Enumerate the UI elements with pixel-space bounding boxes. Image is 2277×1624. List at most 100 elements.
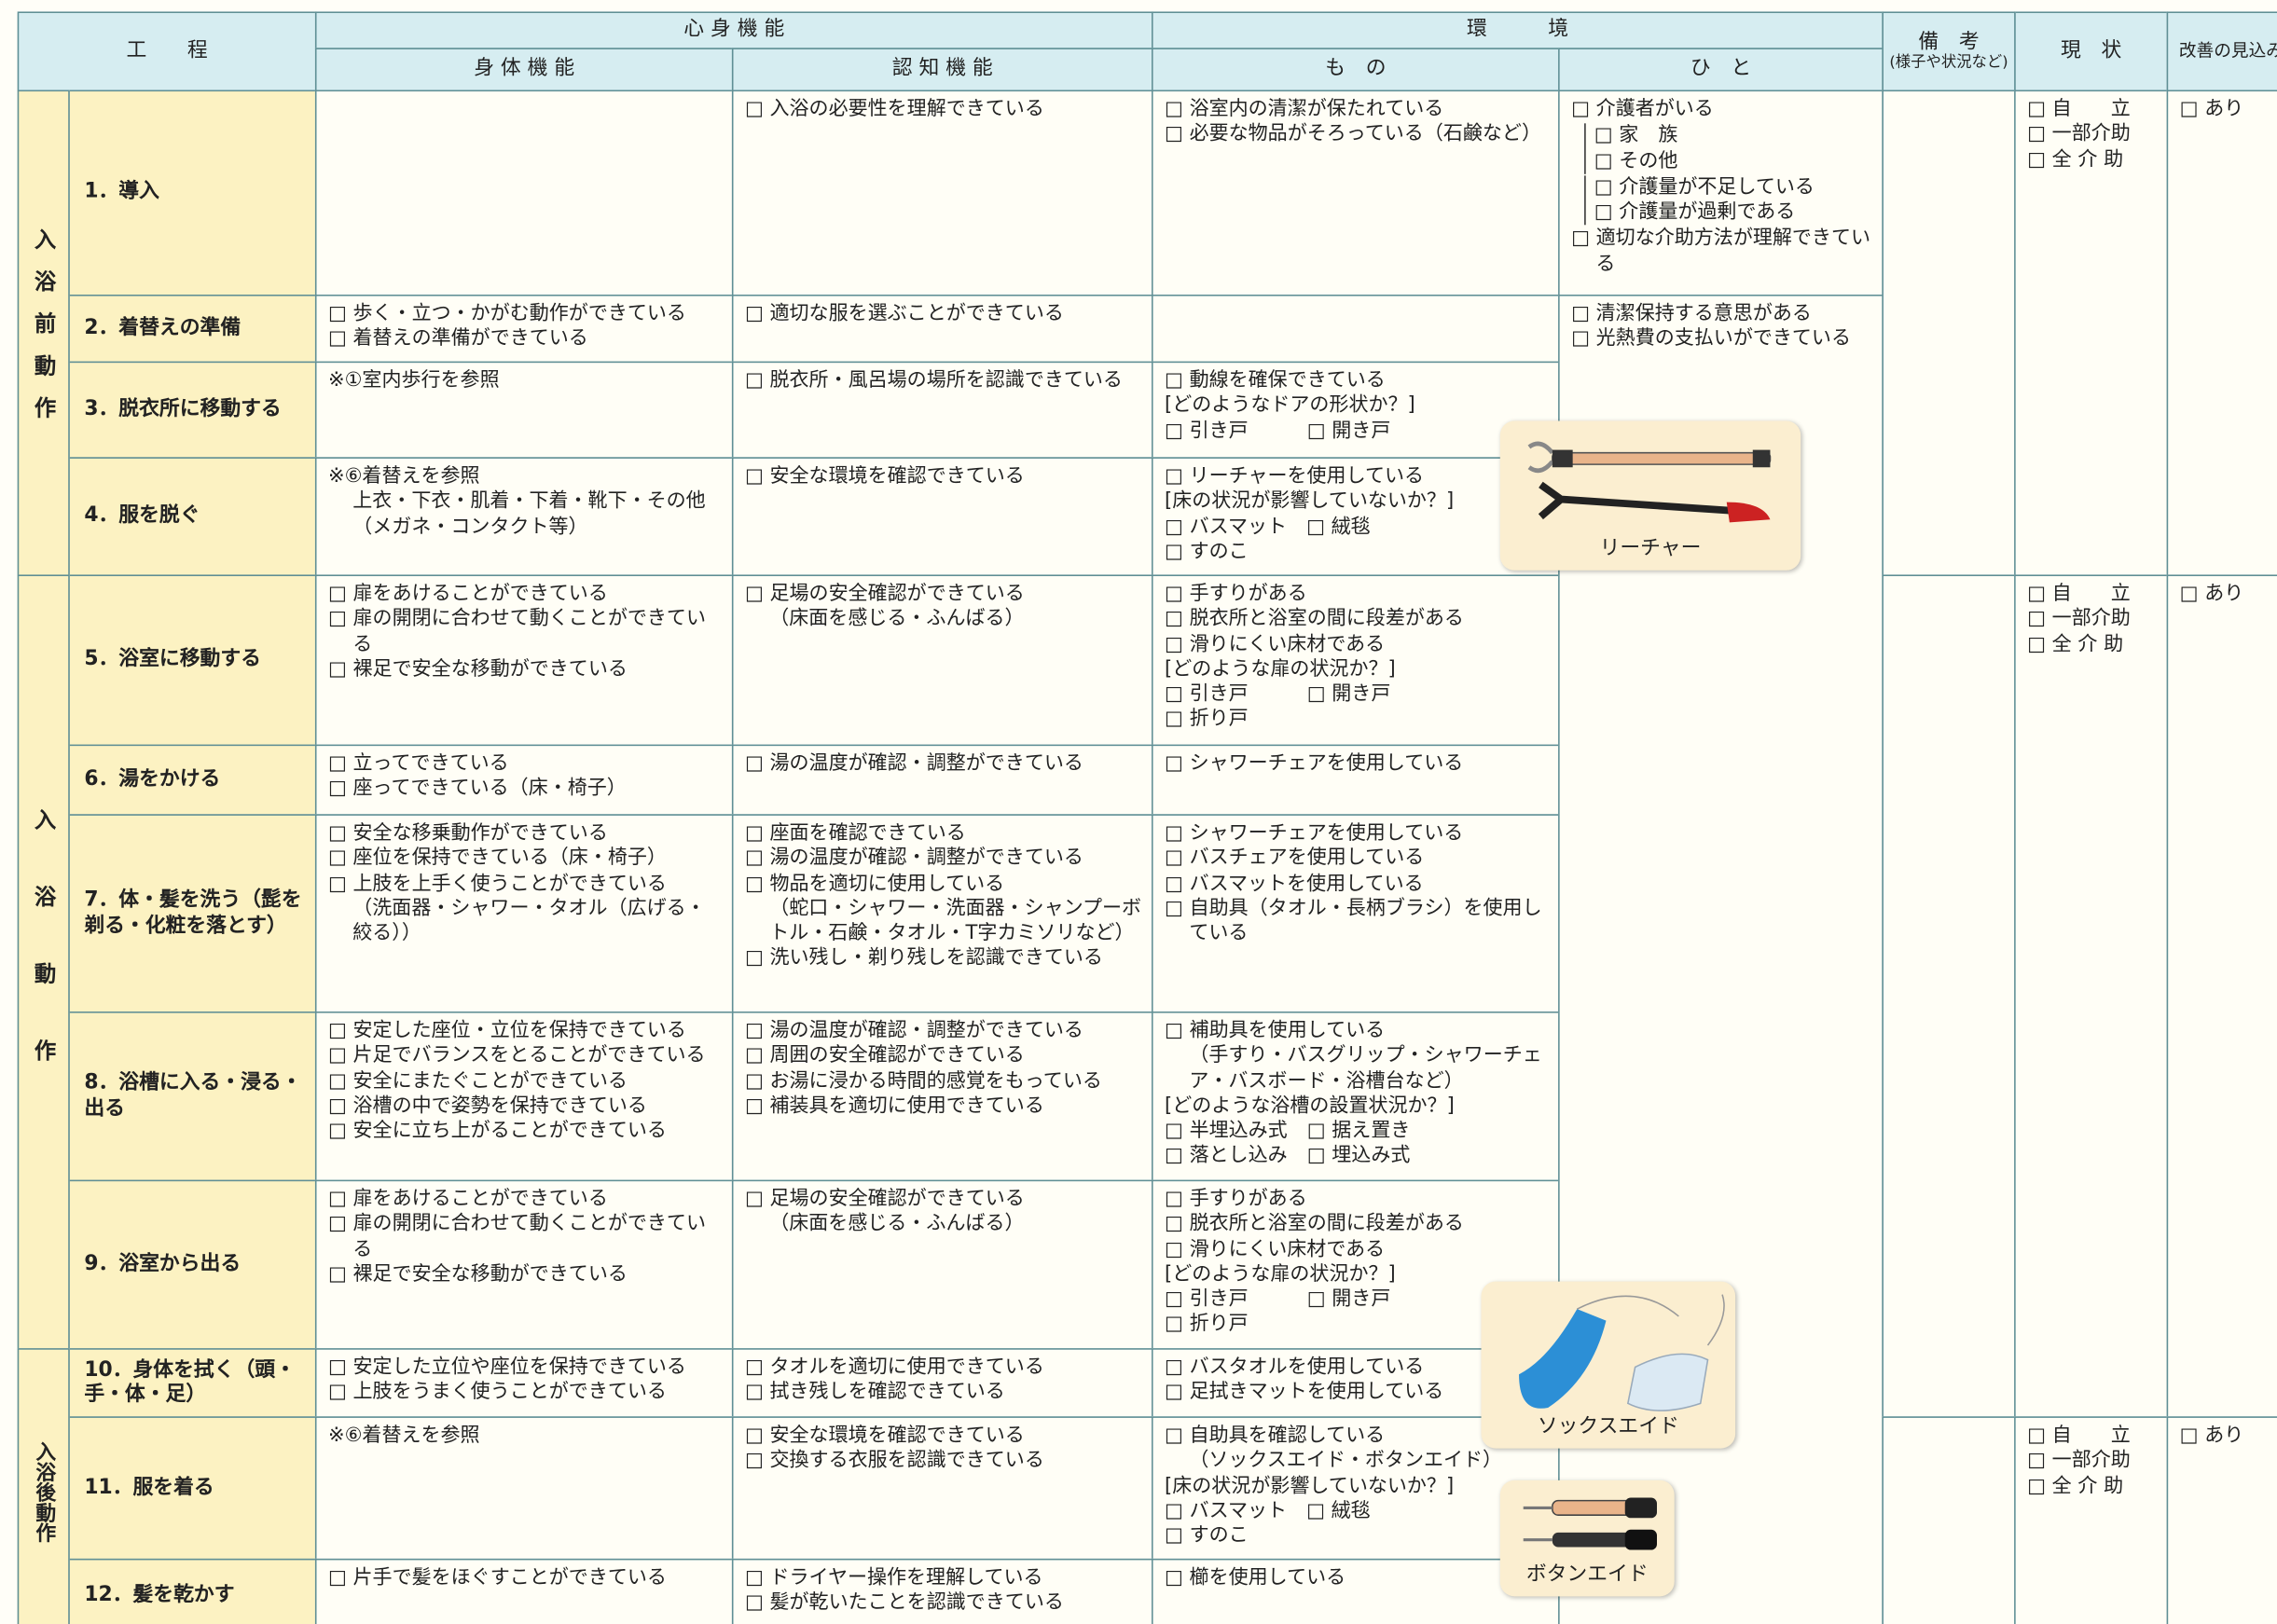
cell-cognitive: □ 湯の温度が確認・調整ができている <box>731 744 1153 816</box>
cell-physical: □ 立ってできている □ 座ってできている（床・椅子） <box>314 744 734 816</box>
cell-things: □ 手すりがある □ 脱衣所と浴室の間に段差がある □ 滑りにくい床材である [どのよ… <box>1152 574 1560 747</box>
cell-things: □ 櫛を使用している <box>1152 1558 1560 1624</box>
item: □ 浴室内の清潔が保たれている <box>1165 97 1444 121</box>
step-label: 3．脱衣所に移動する <box>68 361 317 459</box>
item: □ 補助具を使用している <box>1165 1018 1386 1042</box>
cell-remarks <box>1882 574 2016 1418</box>
item: □ 滑りにくい床材である <box>1165 632 1386 655</box>
item: □ その他 <box>1594 148 1678 172</box>
cell-things: □ 動線を確保できている [どのようなドアの形状か？] □ 引き戸 □ 開き戸 <box>1152 361 1560 459</box>
cell-cognitive: □ ドライヤー操作を理解している □ 髪が乾いたことを認識できている <box>731 1558 1153 1624</box>
item: □ すのこ <box>1165 1523 1249 1548</box>
status-option: □ 全 介 助 <box>2027 1473 2124 1497</box>
item: □ 周囲の安全確認ができている <box>744 1043 1025 1067</box>
header-cell: 環 境 <box>1152 11 1884 49</box>
item: □ 物品を適切に使用している <box>744 871 1005 895</box>
item: □ すのこ <box>1165 539 1249 563</box>
status-option: □ 自 立 <box>2027 582 2131 606</box>
step-label: 12．髪を乾かす <box>68 1558 317 1624</box>
improvement-option: □ あり <box>2179 97 2244 121</box>
item: □ 介護量が不足している <box>1594 175 1815 200</box>
item: □ 家 族 <box>1594 123 1678 147</box>
cell-cognitive: □ 安全な環境を確認できている <box>731 457 1153 577</box>
item: 上衣・下衣・肌着・下着・靴下・その他（メガネ・コンタクト等） <box>352 489 706 538</box>
item: □ 半埋込み式 □ 据え置き <box>1165 1119 1411 1143</box>
improvement-option: □ あり <box>2179 1424 2244 1448</box>
cell-cognitive: □ タオルを適切に使用できている □ 拭き残しを確認できている <box>731 1348 1153 1418</box>
step-label: 8．浴槽に入る・浸る・出る <box>68 1012 317 1182</box>
image-callout: リーチャー <box>1499 420 1801 571</box>
step-label: 10．身体を拭く（頭・手・体・足） <box>68 1348 317 1418</box>
header-note: (様子や状況など) <box>1889 52 2008 71</box>
item: □ 足拭きマットを使用している <box>1165 1380 1444 1404</box>
cell-status: □ 自 立 □ 一部介助 □ 全 介 助 <box>2014 574 2169 1418</box>
item: □ 上肢をうまく使うことができている <box>327 1380 667 1404</box>
item: □ 安全な移乗動作ができている <box>327 821 608 845</box>
item: □ 自助具を確認している <box>1165 1424 1386 1448</box>
item: □ バスマットを使用している <box>1165 871 1424 895</box>
header-cell: 身 体 機 能 <box>314 48 734 92</box>
item: □ 座面を確認できている <box>744 821 966 845</box>
item: □ 安定した立位や座位を保持できている <box>327 1355 686 1379</box>
cell-status: □ 自 立 □ 一部介助 □ 全 介 助 <box>2014 1416 2169 1624</box>
item: □ 扉をあけることができている <box>327 582 608 606</box>
section-label: 入浴前動作 <box>17 89 70 577</box>
item: □ 扉をあけることができている <box>327 1187 608 1211</box>
header-cell: 備 考 (様子や状況など) <box>1882 11 2016 92</box>
step-label: 4．服を脱ぐ <box>68 457 317 577</box>
item: [床の状況が影響していないか？] <box>1165 489 1455 513</box>
item: □ 入浴の必要性を理解できている <box>744 97 1044 121</box>
item: □ 手すりがある <box>1165 582 1307 606</box>
item: [床の状況が影響していないか？] <box>1165 1473 1455 1497</box>
section-label: 入浴後動作 <box>17 1348 70 1624</box>
step-label: 2．着替えの準備 <box>68 295 317 364</box>
cell-cognitive: □ 入浴の必要性を理解できている <box>731 89 1153 296</box>
cell-cognitive: □ 足場の安全確認ができている （床面を感じる・ふんばる） <box>731 574 1153 747</box>
item: □ 安全な環境を確認できている <box>744 464 1025 489</box>
bracket-group: □ 家 族 □ その他 <box>1584 123 1873 174</box>
status-option: □ 全 介 助 <box>2027 147 2124 172</box>
item: □ 交換する衣服を認識できている <box>744 1449 1044 1472</box>
item: □ 湯の温度が確認・調整ができている <box>744 846 1083 870</box>
item: □ ドライヤー操作を理解している <box>744 1565 1043 1590</box>
item: □ 適切な介助方法が理解できている <box>1571 227 1871 276</box>
header-cell: 改善の見込み <box>2166 11 2277 92</box>
item: □ 引き戸 □ 開き戸 <box>1165 1287 1391 1311</box>
step-label: 1．導入 <box>68 89 317 296</box>
item: □ 上肢を上手く使うことができている <box>327 871 667 895</box>
item: □ 清潔保持する意思がある <box>1571 301 1812 325</box>
cell-things: □ 手すりがある □ 脱衣所と浴室の間に段差がある □ 滑りにくい床材である [どのよ… <box>1152 1179 1560 1350</box>
item: □ シャワーチェアを使用している <box>1165 751 1464 776</box>
item: □ 介護者がいる <box>1571 97 1714 121</box>
item: □ 片手で髪をほぐすことができている <box>327 1565 667 1590</box>
item: （ソックスエイド・ボタンエイド） <box>1189 1449 1503 1472</box>
cell-remarks <box>1882 89 2016 577</box>
item: □ 髪が乾いたことを認識できている <box>744 1590 1064 1615</box>
item: ※①室内歩行を参照 <box>327 368 500 392</box>
cell-physical: □ 歩く・立つ・かがむ動作ができている □ 着替えの準備ができている <box>314 295 734 364</box>
status-option: □ 一部介助 <box>2027 1449 2131 1472</box>
item: □ 安全な環境を確認できている <box>744 1424 1025 1448</box>
cell-physical: □ 片手で髪をほぐすことができている <box>314 1558 734 1624</box>
cell-physical: □ 扉をあけることができている □ 扉の開閉に合わせて動くことができている □ 裸足… <box>314 1179 734 1350</box>
item: □ 扉の開閉に合わせて動くことができている <box>327 1212 706 1261</box>
item: [どのような浴槽の設置状況か？] <box>1165 1094 1455 1118</box>
section-label: 入浴動作 <box>17 574 70 1350</box>
tool-illustration <box>1509 427 1785 536</box>
header-cell: 心 身 機 能 <box>314 11 1153 49</box>
item: □ 安全にまたぐことができている <box>327 1068 628 1093</box>
item: □ 湯の温度が確認・調整ができている <box>744 751 1083 776</box>
item: □ タオルを適切に使用できている <box>744 1355 1044 1379</box>
improvement-option: □ あり <box>2179 582 2244 606</box>
cell-cognitive: □ 足場の安全確認ができている （床面を感じる・ふんばる） <box>731 1179 1153 1350</box>
item: □ 座位を保持できている（床・椅子） <box>327 846 667 870</box>
cell-physical: ※⑥着替えを参照 上衣・下衣・肌着・下着・靴下・その他（メガネ・コンタクト等） <box>314 457 734 577</box>
cell-remarks <box>1882 1416 2016 1624</box>
item: □ 洗い残し・剃り残しを認識できている <box>744 946 1103 970</box>
cell-status: □ 自 立 □ 一部介助 □ 全 介 助 <box>2014 89 2169 577</box>
item: □ 滑りにくい床材である <box>1165 1237 1386 1261</box>
cell-things: □ 補助具を使用している （手すり・バスグリップ・シャワーチェア・バスボード・浴槽… <box>1152 1012 1560 1182</box>
cell-physical: □ 安定した立位や座位を保持できている □ 上肢をうまく使うことができている <box>314 1348 734 1418</box>
item: □ お湯に浸かる時間的感覚をもっている <box>744 1068 1102 1093</box>
